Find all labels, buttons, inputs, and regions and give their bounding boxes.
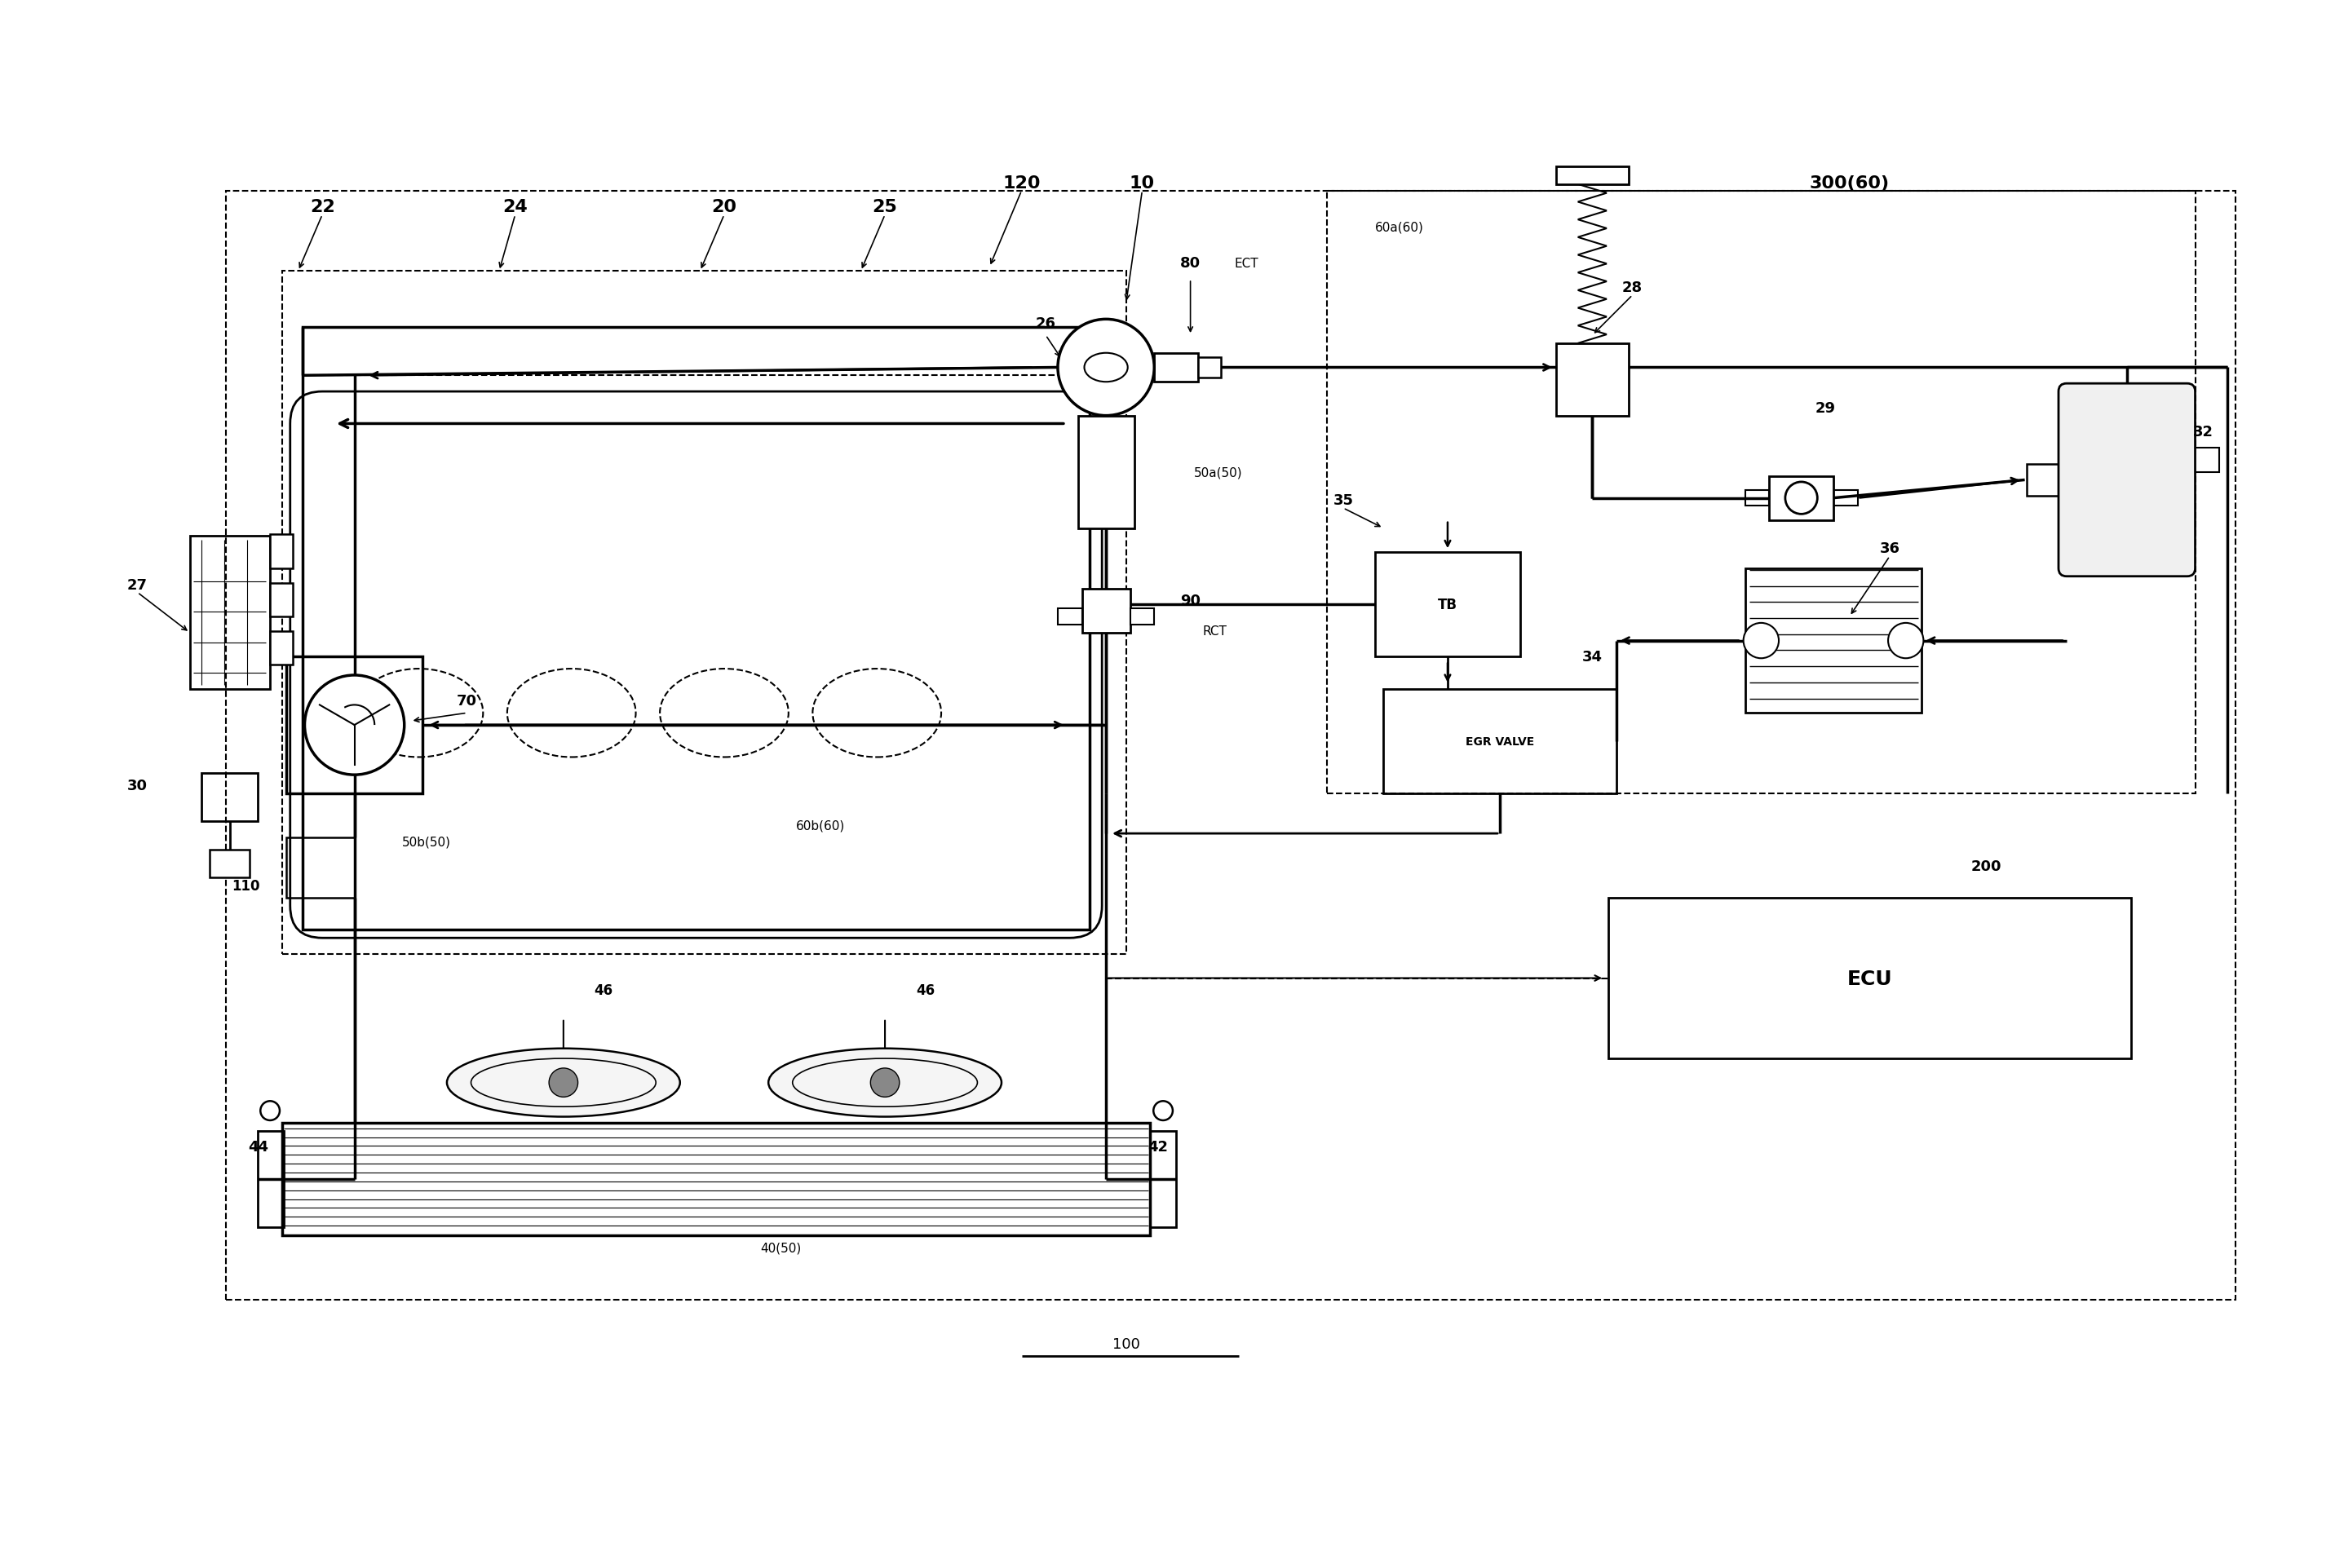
Text: RCT: RCT	[1203, 626, 1226, 638]
Text: 35: 35	[1333, 492, 1354, 508]
Bar	[1555, 168, 1627, 185]
Bar	[2188, 448, 2218, 472]
Text: 32: 32	[2193, 425, 2214, 439]
Bar	[1744, 491, 1770, 506]
Bar	[1079, 416, 1135, 528]
Text: ECU: ECU	[1847, 969, 1891, 988]
Circle shape	[1153, 1101, 1172, 1121]
Circle shape	[549, 1068, 577, 1098]
Bar	[271, 583, 292, 616]
Bar	[301, 328, 1090, 930]
Text: ECT: ECT	[1235, 257, 1259, 270]
Text: 70: 70	[458, 695, 476, 709]
Bar	[1375, 552, 1520, 657]
Bar	[287, 657, 423, 793]
Text: 120: 120	[1002, 176, 1041, 191]
Text: 25: 25	[873, 199, 897, 215]
Text: 200: 200	[1971, 859, 2001, 873]
Text: 300(60): 300(60)	[1810, 176, 1889, 191]
Text: 34: 34	[1583, 649, 1602, 665]
Text: 50a(50): 50a(50)	[1193, 466, 1242, 478]
Bar	[210, 850, 250, 878]
Text: 46: 46	[593, 983, 614, 997]
Text: 10: 10	[1130, 176, 1156, 191]
Text: 20: 20	[712, 199, 738, 215]
Text: 50b(50): 50b(50)	[402, 836, 451, 848]
Bar	[1555, 343, 1627, 416]
FancyBboxPatch shape	[2059, 384, 2195, 577]
Text: 42: 42	[1149, 1140, 1168, 1154]
Bar	[283, 271, 1125, 955]
Bar	[257, 1131, 285, 1228]
Circle shape	[1786, 483, 1817, 514]
Bar	[1609, 898, 2132, 1058]
Bar	[189, 536, 271, 690]
Text: 40(50): 40(50)	[759, 1242, 801, 1253]
Text: 29: 29	[1814, 401, 1835, 416]
Bar	[271, 632, 292, 665]
Text: 46: 46	[915, 983, 934, 997]
Bar	[1382, 690, 1616, 793]
Ellipse shape	[446, 1049, 679, 1116]
Text: 44: 44	[248, 1140, 269, 1154]
Bar	[1198, 358, 1221, 378]
Bar	[1744, 569, 1922, 713]
Text: 27: 27	[126, 577, 147, 593]
Ellipse shape	[768, 1049, 1002, 1116]
Bar	[201, 773, 257, 822]
Bar	[283, 1123, 1151, 1236]
Bar	[1151, 1131, 1177, 1228]
Text: 60b(60): 60b(60)	[796, 820, 845, 833]
Bar	[1153, 353, 1198, 383]
Text: 90: 90	[1179, 594, 1200, 608]
Text: 110: 110	[231, 878, 259, 894]
Circle shape	[871, 1068, 899, 1098]
Text: 60a(60): 60a(60)	[1375, 221, 1424, 234]
Text: 36: 36	[1880, 541, 1901, 557]
Circle shape	[1889, 624, 1924, 659]
Bar	[2027, 464, 2066, 497]
Bar	[1770, 477, 1833, 521]
Bar	[287, 837, 355, 898]
Text: 28: 28	[1623, 281, 1644, 295]
Text: 26: 26	[1034, 317, 1055, 331]
Bar	[271, 535, 292, 569]
Bar	[1833, 491, 1859, 506]
Circle shape	[262, 1101, 280, 1121]
Text: 24: 24	[502, 199, 528, 215]
Bar	[226, 191, 2235, 1300]
Circle shape	[304, 676, 404, 775]
Text: EGR VALVE: EGR VALVE	[1466, 735, 1534, 746]
Text: TB: TB	[1438, 597, 1457, 612]
Text: 80: 80	[1179, 256, 1200, 271]
Circle shape	[1058, 320, 1153, 416]
Text: 100: 100	[1111, 1336, 1139, 1352]
Text: 22: 22	[311, 199, 334, 215]
Circle shape	[1744, 624, 1779, 659]
Bar	[1130, 608, 1153, 626]
Bar	[1081, 590, 1130, 633]
Bar	[1058, 608, 1081, 626]
Text: 30: 30	[126, 778, 147, 793]
Bar	[1326, 191, 2195, 793]
